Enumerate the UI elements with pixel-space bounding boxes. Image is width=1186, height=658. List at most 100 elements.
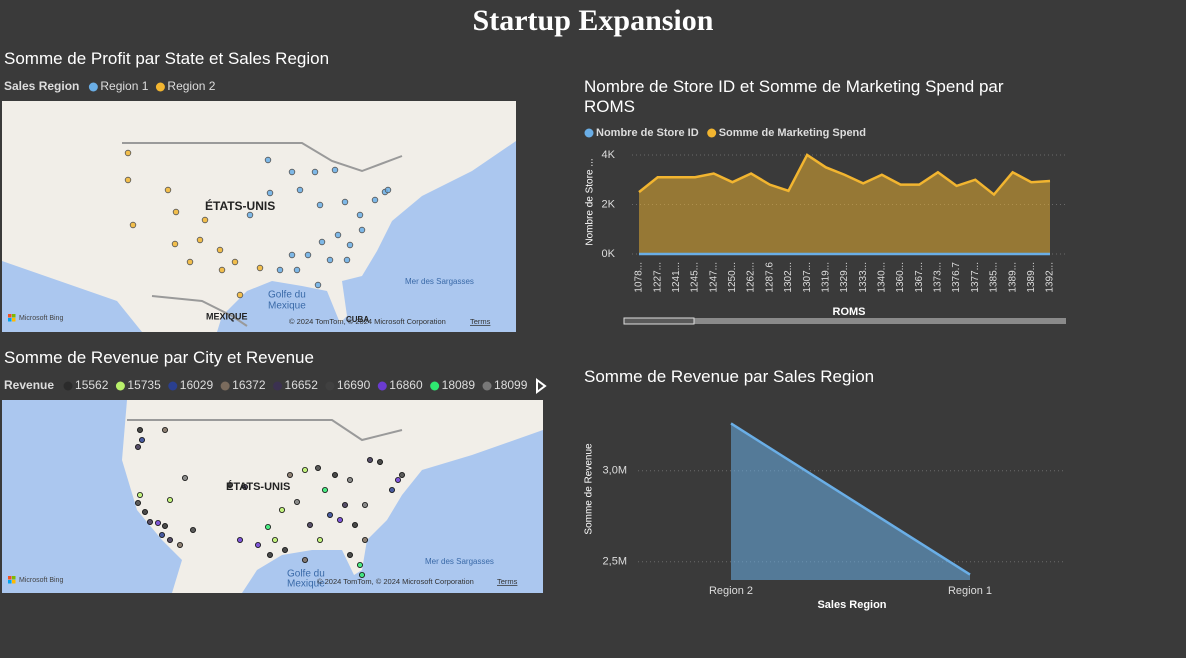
- map-point: [266, 189, 274, 197]
- map-point: [336, 517, 343, 524]
- map-point: [166, 537, 173, 544]
- legend-swatch: [707, 128, 717, 138]
- map-point: [138, 436, 145, 443]
- legend-swatch: [63, 381, 73, 391]
- map-point: [172, 208, 180, 216]
- scroll-thumb[interactable]: [623, 317, 695, 325]
- legend-swatch: [88, 82, 98, 92]
- map-point: [134, 443, 141, 450]
- provider-logo: [12, 318, 16, 322]
- map-point: [186, 258, 194, 266]
- legend-swatch: [430, 381, 440, 391]
- map-water: [2, 400, 182, 593]
- legend-swatch: [377, 381, 387, 391]
- map-point: [256, 264, 264, 272]
- map-point: [164, 186, 172, 194]
- legend-swatch: [584, 128, 594, 138]
- x-tick-label: 1360...: [895, 262, 906, 293]
- provider-logo: [8, 580, 12, 584]
- x-tick-label: 1329...: [839, 262, 850, 293]
- map-point: [346, 476, 353, 483]
- legend-label: Region 2: [167, 79, 215, 93]
- map-terms: Terms: [497, 577, 518, 586]
- map-terms: Terms: [470, 317, 491, 326]
- panel-title: Somme de Profit par State et Sales Regio…: [4, 49, 330, 68]
- x-tick-label: 1385...: [989, 262, 1000, 293]
- map-point: [321, 486, 328, 493]
- provider-logo: [12, 576, 16, 580]
- map-point: [146, 519, 153, 526]
- map-point: [351, 522, 358, 529]
- map-point: [316, 201, 324, 209]
- map-point: [358, 572, 365, 579]
- map-border: [122, 142, 403, 173]
- x-tick-label: 1227...: [652, 262, 663, 293]
- map-point: [314, 464, 321, 471]
- area: [639, 154, 1050, 254]
- map-point: [371, 196, 379, 204]
- x-tick-label: 1302...: [783, 262, 794, 293]
- y-axis-title: Somme de Revenue: [584, 443, 595, 535]
- legend-title: Revenue: [4, 378, 54, 392]
- legend-swatch: [115, 381, 125, 391]
- legend-label: 15562: [75, 378, 109, 392]
- legend-swatch: [325, 381, 335, 391]
- map-point: [201, 216, 209, 224]
- map-point: [304, 251, 312, 259]
- map-point: [376, 458, 383, 465]
- panel-title: Somme de Revenue par Sales Region: [584, 367, 875, 386]
- map-point: [154, 520, 161, 527]
- map-point: [264, 156, 272, 164]
- map-point: [254, 542, 261, 549]
- map-attribution: © 2024 TomTom, © 2024 Microsoft Corporat…: [289, 317, 446, 326]
- legend-label: 18099: [494, 378, 528, 392]
- map-point: [326, 256, 334, 264]
- map-label: Golfe du: [287, 569, 325, 580]
- x-tick-label: 1389...: [1007, 262, 1018, 293]
- legend-label: 16372: [232, 378, 266, 392]
- map-water: [2, 261, 142, 332]
- legend-swatch: [155, 82, 165, 92]
- map-point: [318, 238, 326, 246]
- map-point: [166, 496, 173, 503]
- map-label: Golfe du: [268, 290, 306, 301]
- panel-title: Nombre de Store ID et Somme de Marketing…: [584, 77, 1004, 116]
- map-point: [129, 221, 137, 229]
- legend-next[interactable]: [536, 378, 547, 394]
- map-point: [293, 266, 301, 274]
- map-point: [231, 258, 239, 266]
- map-point: [288, 168, 296, 176]
- y-tick-label: 3,0M: [603, 465, 627, 477]
- x-tick-label: 1373...: [933, 262, 944, 293]
- map-label: Mer des Sargasses: [405, 277, 474, 286]
- map-point: [314, 281, 322, 289]
- map-point: [134, 499, 141, 506]
- scrollbar[interactable]: [624, 318, 1066, 324]
- map-label: ÉTATS-UNIS: [226, 480, 290, 493]
- x-tick-label: 1319...: [820, 262, 831, 293]
- map-point: [278, 506, 285, 513]
- map-point: [293, 498, 300, 505]
- map-point: [236, 537, 243, 544]
- map-profit[interactable]: [2, 101, 516, 332]
- provider-logo: [8, 318, 12, 322]
- x-tick-label: 1078...: [634, 262, 645, 293]
- map-point: [276, 266, 284, 274]
- map-label: CUBA: [346, 315, 369, 324]
- map-label: Mer des Sargasses: [425, 557, 494, 566]
- map-point: [398, 471, 405, 478]
- map-point: [341, 501, 348, 508]
- map-point: [216, 246, 224, 254]
- map-point: [136, 426, 143, 433]
- y-tick-label: 4K: [602, 149, 616, 161]
- provider-logo: [12, 580, 16, 584]
- map-point: [358, 226, 366, 234]
- x-tick-label: Region 2: [709, 585, 753, 597]
- line: [638, 153, 1051, 197]
- map-provider: Microsoft Bing: [19, 315, 63, 322]
- y-axis-title: Nombre de Store ...: [585, 158, 596, 245]
- map-border: [151, 295, 248, 327]
- map-point: [356, 211, 364, 219]
- map-point: [356, 562, 363, 569]
